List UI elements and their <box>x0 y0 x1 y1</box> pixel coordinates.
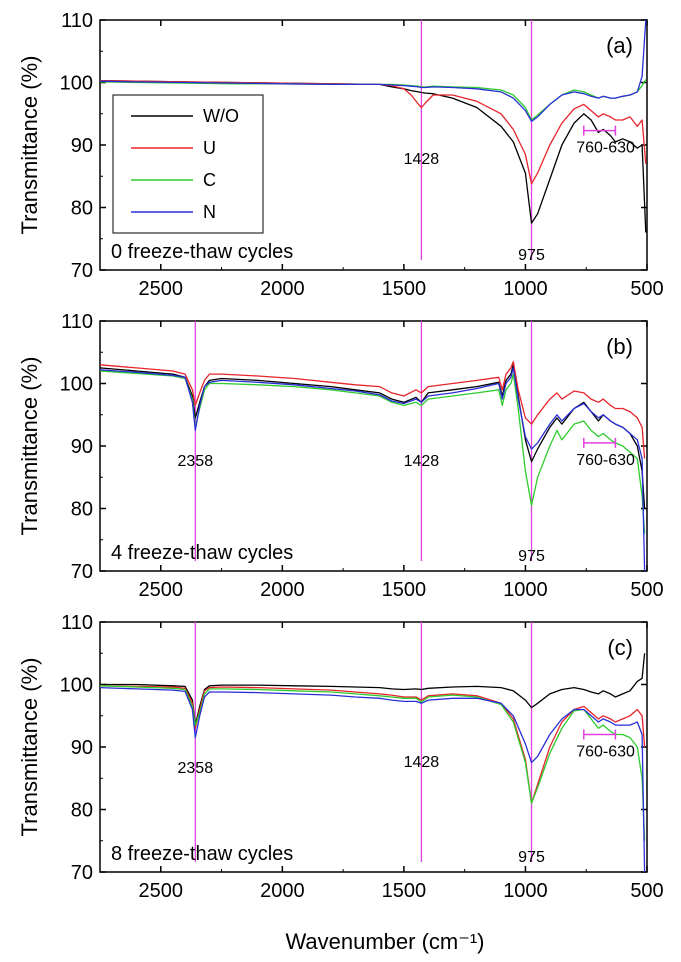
series-line-c <box>100 370 646 534</box>
y-tick-label: 80 <box>71 499 93 521</box>
legend-entry-label: U <box>203 138 216 158</box>
y-tick-label: 100 <box>60 374 93 396</box>
y-tick-label: 100 <box>60 73 93 95</box>
y-tick-label: 110 <box>61 10 93 32</box>
x-tick-label: 1000 <box>503 880 548 902</box>
y-tick-label: 110 <box>61 612 93 634</box>
series-line-n <box>100 20 647 122</box>
y-tick-label: 90 <box>71 436 93 458</box>
y-axis-title: Transmittance (%) <box>17 658 42 837</box>
panel-0: 70 80 90 100 110 2500 2000 1500 1000 500 Transmitt… <box>17 10 664 300</box>
legend-entry-label: N <box>203 202 216 222</box>
x-tick-label: 500 <box>630 579 663 601</box>
y-tick-label: 90 <box>71 135 93 157</box>
x-tick-label: 500 <box>630 880 663 902</box>
peak-label: 2358 <box>178 453 214 470</box>
x-tick-label: 2500 <box>139 278 184 300</box>
peak-label: 1428 <box>404 151 440 168</box>
x-tick-label: 2000 <box>260 880 305 902</box>
legend-box <box>112 94 264 234</box>
legend: W/O UCN <box>112 94 264 234</box>
x-tick-label: 2500 <box>139 579 184 601</box>
x-tick-label: 1000 <box>503 278 548 300</box>
y-tick-label: 80 <box>71 198 93 220</box>
series-line-u <box>100 360 646 459</box>
x-tick-label: 2500 <box>139 880 184 902</box>
series-line-n <box>100 686 646 872</box>
peak-label: 975 <box>518 548 545 565</box>
y-tick-label: 70 <box>71 862 93 884</box>
panel-1: 70 80 90 100 110 2500 2000 1500 1000 500 Transmitt… <box>17 311 664 601</box>
y-tick-label: 80 <box>71 800 93 822</box>
panel-tag: (c) <box>607 635 633 660</box>
condition-label: 8 freeze-thaw cycles <box>111 843 293 865</box>
series-group <box>100 20 647 233</box>
y-axis-title: Transmittance (%) <box>17 56 42 235</box>
peak-label: 1428 <box>404 453 440 470</box>
series-line-c <box>100 685 646 841</box>
plot-frame <box>99 621 648 873</box>
y-axis-title: Transmittance (%) <box>17 357 42 536</box>
condition-label: 0 freeze-thaw cycles <box>111 241 293 263</box>
x-tick-label: 1500 <box>382 880 427 902</box>
peak-label: 975 <box>518 247 545 264</box>
condition-label: 4 freeze-thaw cycles <box>111 542 293 564</box>
plot-frame <box>99 320 648 572</box>
range-label: 760-630 <box>576 744 635 761</box>
panel-2: 70 80 90 100 110 2500 2000 1500 1000 500 Transmitt… <box>17 612 664 902</box>
peak-label: 975 <box>518 849 545 866</box>
panel-tag: (b) <box>606 334 633 359</box>
peak-label: 1428 <box>404 754 440 771</box>
y-tick-label: 70 <box>71 260 93 282</box>
y-tick-label: 70 <box>71 561 93 583</box>
x-axis-title: Wavenumber (cm⁻¹) <box>285 929 484 954</box>
range-label: 760-630 <box>576 140 635 157</box>
y-tick-label: 110 <box>61 311 93 333</box>
x-tick-label: 1500 <box>382 278 427 300</box>
peak-label: 2358 <box>178 760 214 777</box>
x-tick-label: 1000 <box>503 579 548 601</box>
series-line-u <box>100 685 646 804</box>
x-tick-label: 2000 <box>260 579 305 601</box>
legend-entry-label: W/O <box>203 106 239 126</box>
series-group <box>100 653 646 872</box>
legend-entry-label: C <box>203 170 216 190</box>
x-tick-label: 500 <box>630 278 663 300</box>
panel-tag: (a) <box>606 33 633 58</box>
y-tick-label: 100 <box>60 675 93 697</box>
y-tick-label: 90 <box>71 737 93 759</box>
series-group <box>100 360 646 571</box>
x-tick-label: 2000 <box>260 278 305 300</box>
range-label: 760-630 <box>576 452 635 469</box>
x-tick-label: 1500 <box>382 579 427 601</box>
series-line-n <box>100 367 646 571</box>
